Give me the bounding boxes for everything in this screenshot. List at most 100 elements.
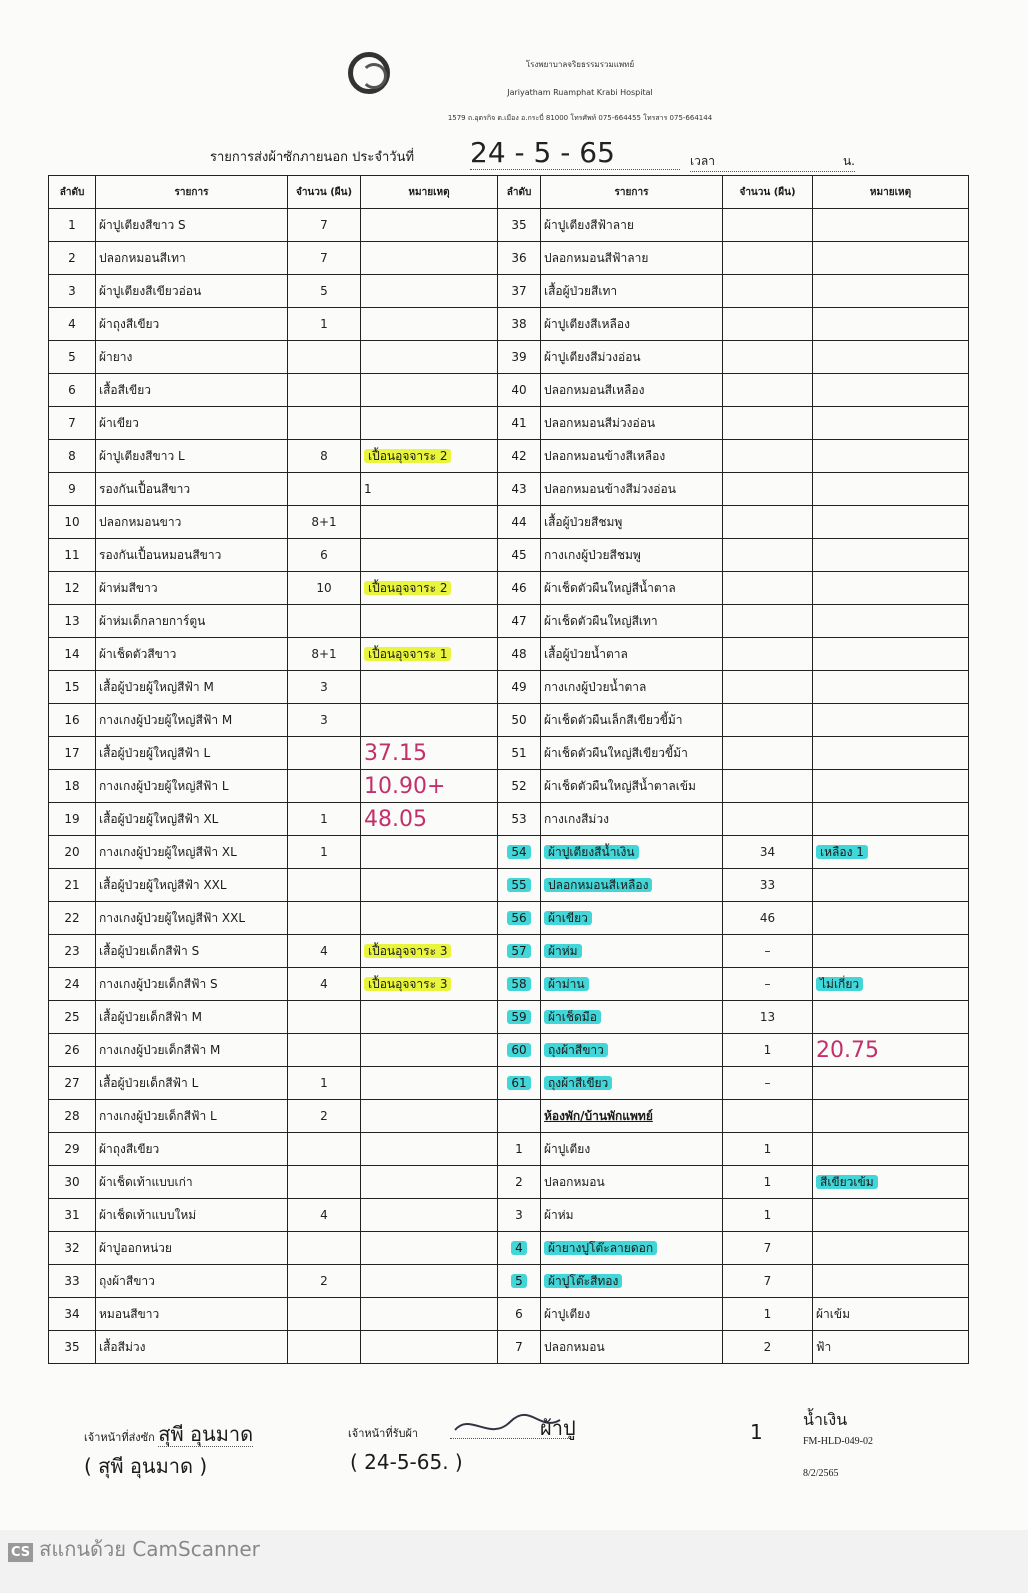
- right-row-note: [812, 637, 969, 671]
- left-row-no: 28: [48, 1099, 96, 1133]
- right-row-no: 50: [497, 703, 541, 737]
- right-row-note: [812, 769, 969, 803]
- left-row-no: 16: [48, 703, 96, 737]
- left-row-no-text: 10: [64, 515, 80, 529]
- left-row-qty: [287, 406, 361, 440]
- right-row-qty-text: 46: [759, 911, 776, 925]
- left-row-item-text: ผ้าปูเตียงสีขาว S: [99, 217, 186, 232]
- left-row-no: 27: [48, 1066, 96, 1100]
- right-row-note-text: ฟ้า: [816, 1339, 832, 1354]
- right-row-qty: [722, 802, 813, 836]
- right-row-no-text: 5: [511, 1274, 527, 1288]
- right-row-qty-text: 1: [763, 1175, 772, 1189]
- right-row-item-text: ผ้าปูโต๊ะสีทอง: [544, 1273, 623, 1288]
- right-row-item: ผ้าม่าน: [540, 967, 723, 1001]
- right-row-no: 59: [497, 1000, 541, 1034]
- left-row-note: [360, 1099, 498, 1133]
- right-row-qty: 46: [722, 901, 813, 935]
- right-row-note: ฟ้า: [812, 1330, 969, 1364]
- right-row-qty: 2: [722, 1330, 813, 1364]
- left-row-item: ผ้าเช็ดเท้าแบบใหม่: [95, 1198, 288, 1232]
- right-row-no-text: 57: [507, 944, 531, 958]
- right-row-qty: 7: [722, 1264, 813, 1298]
- right-row-qty: 1: [722, 1132, 813, 1166]
- right-row-note: [812, 1132, 969, 1166]
- section-header-doctor-quarters: ห้องพัก/บ้านพักแพทย์: [540, 1099, 723, 1133]
- right-row-qty: [722, 736, 813, 770]
- left-row-no: 25: [48, 1000, 96, 1034]
- right-row-note-text: 20.75: [816, 1037, 879, 1063]
- left-row-item-text: กางเกงผู้ป่วยผู้ใหญ่สีฟ้า M: [99, 712, 233, 727]
- left-row-qty-text: 5: [320, 284, 328, 298]
- right-row-item: ผ้าเช็ดตัวผืนใหญ่สีเขียวขี้ม้า: [540, 736, 723, 770]
- right-row-no: 38: [497, 307, 541, 341]
- right-row-note: [812, 571, 969, 605]
- left-row-no: 22: [48, 901, 96, 935]
- table-header: ลำดับ รายการ จำนวน (ผืน) หมายเหตุ ลำดับ …: [48, 175, 969, 209]
- right-row-item-text: ผ้าห่ม: [544, 1207, 574, 1222]
- right-row-qty-text: 1: [763, 1043, 772, 1057]
- left-row-item-text: เสื้อสีม่วง: [99, 1339, 146, 1354]
- right-row-no: 55: [497, 868, 541, 902]
- left-row-no: 30: [48, 1165, 96, 1199]
- right-row-no: 60: [497, 1033, 541, 1067]
- left-row-no-text: 26: [64, 1043, 80, 1057]
- right-row-qty: [722, 637, 813, 671]
- left-row-qty-text: 3: [320, 713, 328, 727]
- left-row-item-text: ผ้าเช็ดเท้าแบบใหม่: [99, 1207, 197, 1222]
- left-row-note-text: 37.15: [364, 740, 427, 766]
- left-row-item: ปลอกหมอนสีเทา: [95, 241, 288, 275]
- left-row-qty: 7: [287, 208, 361, 242]
- right-row-item: ผ้าปูเตียงสีเหลือง: [540, 307, 723, 341]
- right-row-qty: 13: [722, 1000, 813, 1034]
- right-row-item: ปลอกหมอนสีเหลือง: [540, 868, 723, 902]
- left-row-item: ผ้าเช็ดเท้าแบบเก่า: [95, 1165, 288, 1199]
- right-row-note: ผ้าเข้ม: [812, 1297, 969, 1331]
- right-row-item-text: ผ้าเขียว: [544, 910, 592, 925]
- right-row-qty-text: 7: [763, 1274, 772, 1288]
- right-row-item: ผ้าปูเตียง: [540, 1297, 723, 1331]
- right-row-qty: [722, 241, 813, 275]
- left-row-no-text: 23: [64, 944, 80, 958]
- left-row-no-text: 28: [64, 1109, 80, 1123]
- left-row-no-text: 6: [68, 383, 76, 397]
- left-row-note: [360, 1198, 498, 1232]
- right-row-no-text: 48: [511, 647, 527, 661]
- left-row-note-text: เปื้อนอุจจาระ 2: [364, 448, 452, 463]
- left-row-no: 2: [48, 241, 96, 275]
- left-row-note: 1: [360, 472, 498, 506]
- left-row-no-text: 21: [64, 878, 80, 892]
- left-row-qty: 5: [287, 274, 361, 308]
- left-row-item-text: เสื้อผู้ป่วยเด็กสีฟ้า M: [99, 1009, 202, 1024]
- table-row: 26 กางเกงผู้ป่วยเด็กสีฟ้า M 60 ถุงผ้าสีขาว 1…: [48, 1033, 969, 1067]
- left-row-item: รองกันเปื้อนสีขาว: [95, 472, 288, 506]
- left-row-item: รองกันเปื้อนหมอนสีขาว: [95, 538, 288, 572]
- left-row-item: เสื้อสีเขียว: [95, 373, 288, 407]
- left-row-item: ผ้าเขียว: [95, 406, 288, 440]
- right-row-item: ปลอกหมอนสีม่วงอ่อน: [540, 406, 723, 440]
- right-row-qty-text: 1: [763, 1142, 772, 1156]
- form-date: 24 - 5 - 65: [470, 136, 680, 170]
- right-row-item: ผ้าปูเตียงสีฟ้าลาย: [540, 208, 723, 242]
- left-row-item: ผ้าปูเตียงสีขาว S: [95, 208, 288, 242]
- right-row-note: [812, 274, 969, 308]
- right-row-note: [812, 340, 969, 374]
- left-row-qty-text: 4: [320, 977, 328, 991]
- col-item: รายการ: [95, 175, 288, 209]
- table-row: 21 เสื้อผู้ป่วยผู้ใหญ่สีฟ้า XXL 55 ปลอกหมอน…: [48, 868, 969, 902]
- left-row-qty: 4: [287, 967, 361, 1001]
- right-row-qty-text: 13: [759, 1010, 776, 1024]
- right-row-qty-text: 34: [759, 845, 776, 859]
- right-row-item: กางเกงผู้ป่วยน้ำตาล: [540, 670, 723, 704]
- right-row-no: 42: [497, 439, 541, 473]
- left-row-qty: 1: [287, 835, 361, 869]
- left-row-no-text: 24: [64, 977, 80, 991]
- left-row-note: เปื้อนอุจจาระ 3: [360, 934, 498, 968]
- left-row-note-text: 10.90+: [364, 773, 446, 799]
- left-row-item-text: ผ้าห่มเด็กลายการ์ตูน: [99, 613, 206, 628]
- left-row-no-text: 20: [64, 845, 80, 859]
- left-row-no-text: 30: [64, 1175, 80, 1189]
- left-row-no-text: 29: [64, 1142, 80, 1156]
- left-row-no: 15: [48, 670, 96, 704]
- left-row-qty-text: 4: [320, 1208, 328, 1222]
